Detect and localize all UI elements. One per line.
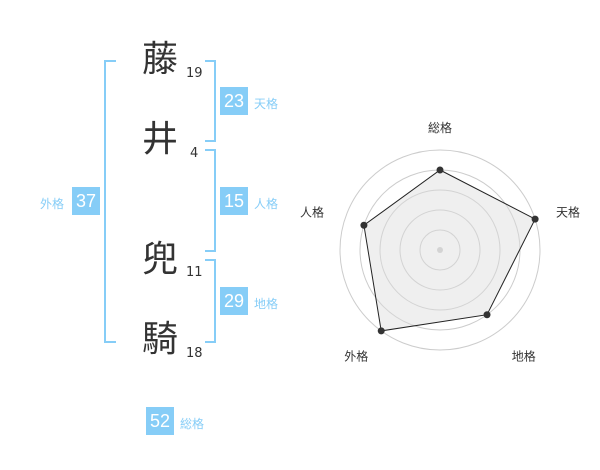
radar-point bbox=[531, 215, 539, 223]
radar-point bbox=[483, 311, 491, 319]
tenkaku-bracket bbox=[205, 60, 216, 142]
radar-axis-label: 天格 bbox=[556, 204, 580, 219]
stroke-count-3: 11 bbox=[186, 265, 203, 280]
radar-axis-label: 地格 bbox=[512, 349, 536, 364]
tenkaku-label: 天格 bbox=[254, 97, 279, 111]
chikaku-label: 地格 bbox=[254, 297, 279, 311]
radar-point bbox=[360, 221, 368, 229]
tenkaku-value: 23 bbox=[220, 87, 248, 115]
radar-ring bbox=[379, 189, 501, 311]
stroke-count-4: 18 bbox=[186, 346, 203, 361]
soukaku-value: 52 bbox=[146, 407, 174, 435]
chikaku-bracket bbox=[205, 259, 216, 343]
name-char-1: 藤 bbox=[141, 39, 178, 80]
radar-axis-label: 総格 bbox=[428, 120, 452, 135]
soukaku-label: 総格 bbox=[180, 417, 205, 431]
radar-point bbox=[436, 166, 444, 174]
stroke-count-1: 19 bbox=[186, 66, 203, 81]
stroke-count-2: 4 bbox=[190, 146, 199, 161]
radar-point bbox=[377, 327, 385, 335]
gaikaku-label: 外格 bbox=[40, 197, 65, 211]
radar-ring bbox=[339, 149, 541, 351]
jinkaku-value: 15 bbox=[220, 187, 248, 215]
chikaku-value: 29 bbox=[220, 287, 248, 315]
radar-axis-label: 外格 bbox=[344, 349, 368, 364]
radar-ring bbox=[419, 229, 461, 271]
gaikaku-value: 37 bbox=[72, 187, 100, 215]
gaikaku-bracket bbox=[104, 60, 116, 343]
jinkaku-label: 人格 bbox=[254, 197, 279, 211]
name-char-3: 兜 bbox=[141, 239, 178, 280]
name-char-4: 騎 bbox=[141, 319, 178, 360]
jinkaku-bracket bbox=[205, 149, 216, 252]
radar-polygon bbox=[363, 169, 536, 332]
radar-axis-label: 人格 bbox=[300, 204, 324, 219]
radar-center bbox=[437, 247, 443, 253]
radar-ring bbox=[399, 209, 481, 291]
name-char-2: 井 bbox=[141, 119, 178, 160]
